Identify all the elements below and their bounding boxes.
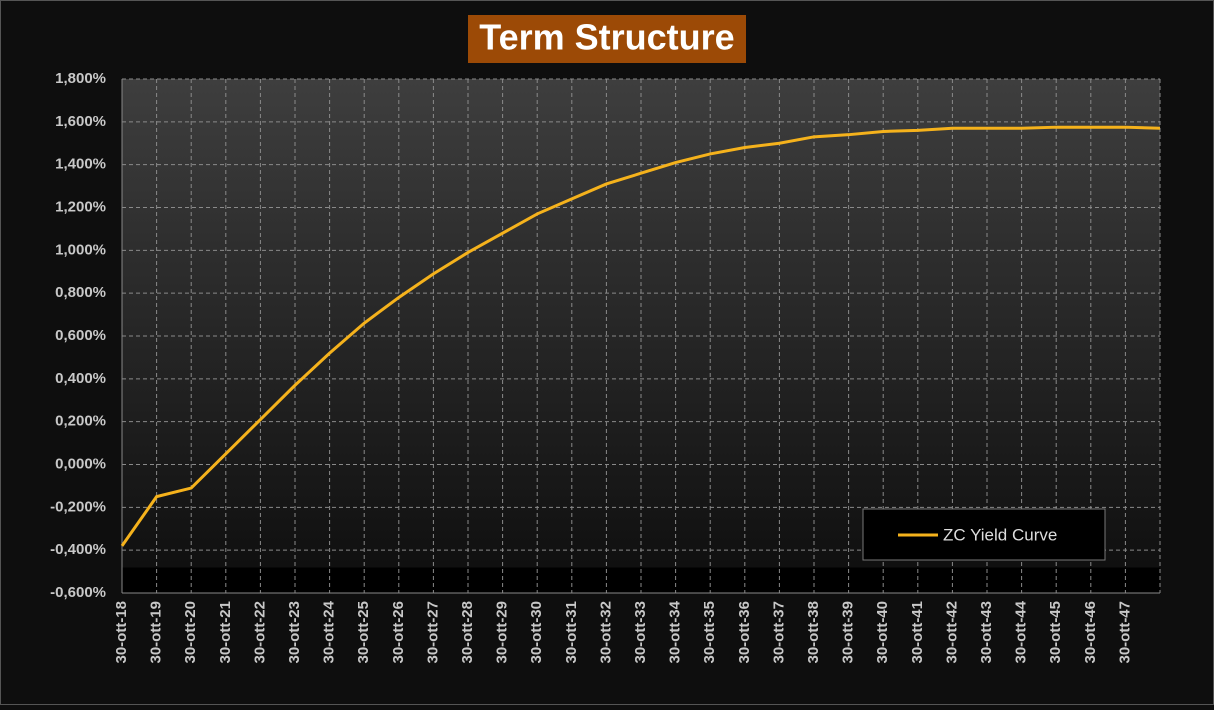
x-tick-label: 30-ott-35	[701, 601, 718, 664]
x-tick-label: 30-ott-25	[355, 601, 372, 664]
x-tick-label: 30-ott-45	[1047, 601, 1064, 664]
y-tick-label: -0,200%	[50, 498, 106, 515]
x-tick-label: 30-ott-33	[632, 601, 649, 664]
x-tick-label: 30-ott-43	[978, 601, 995, 664]
x-tick-label: 30-ott-44	[1013, 600, 1030, 663]
y-tick-label: 1,600%	[55, 113, 106, 130]
x-tick-label: 30-ott-37	[770, 601, 787, 664]
y-tick-label: 1,800%	[55, 70, 106, 87]
x-tick-label: 30-ott-46	[1082, 601, 1099, 664]
x-tick-label: 30-ott-31	[563, 601, 580, 664]
x-tick-label: 30-ott-38	[805, 601, 822, 664]
title-box	[468, 15, 746, 63]
y-tick-label: 0,600%	[55, 327, 106, 344]
x-tick-label: 30-ott-28	[459, 601, 476, 664]
x-tick-label: 30-ott-30	[528, 601, 545, 664]
y-tick-label: 1,400%	[55, 156, 106, 173]
x-tick-label: 30-ott-34	[667, 600, 684, 663]
y-tick-label: -0,400%	[50, 541, 106, 558]
chart-title: Term Structure	[479, 17, 734, 58]
legend-box	[862, 508, 1106, 561]
x-tick-label: 30-ott-22	[251, 601, 268, 664]
y-tick-label: 1,200%	[55, 198, 106, 215]
x-tick-label: 30-ott-29	[494, 601, 511, 664]
x-tick-label: 30-ott-18	[113, 601, 130, 664]
x-tick-label: 30-ott-26	[390, 601, 407, 664]
x-tick-label: 30-ott-20	[182, 601, 199, 664]
x-tick-label: 30-ott-32	[597, 601, 614, 664]
x-tick-label: 30-ott-36	[736, 601, 753, 664]
y-tick-label: 0,800%	[55, 284, 106, 301]
x-tick-label: 30-ott-19	[148, 601, 165, 664]
x-tick-label: 30-ott-42	[943, 601, 960, 664]
x-tick-label: 30-ott-24	[321, 600, 338, 663]
x-tick-label: 30-ott-40	[874, 601, 891, 664]
y-tick-label: 1,000%	[55, 241, 106, 258]
x-tick-label: 30-ott-47	[1116, 601, 1133, 664]
y-tick-label: 0,200%	[55, 413, 106, 430]
y-tick-label: 0,000%	[55, 455, 106, 472]
x-tick-label: 30-ott-41	[909, 601, 926, 664]
y-tick-label: 0,400%	[55, 370, 106, 387]
x-tick-label: 30-ott-23	[286, 601, 303, 664]
data-line	[120, 125, 1161, 547]
y-tick-label: -0,600%	[50, 584, 106, 601]
legend-label: ZC Yield Curve	[943, 525, 1057, 544]
x-tick-label: 30-ott-39	[840, 601, 857, 664]
x-tick-label: 30-ott-27	[424, 601, 441, 664]
x-tick-label: 30-ott-21	[217, 601, 234, 664]
